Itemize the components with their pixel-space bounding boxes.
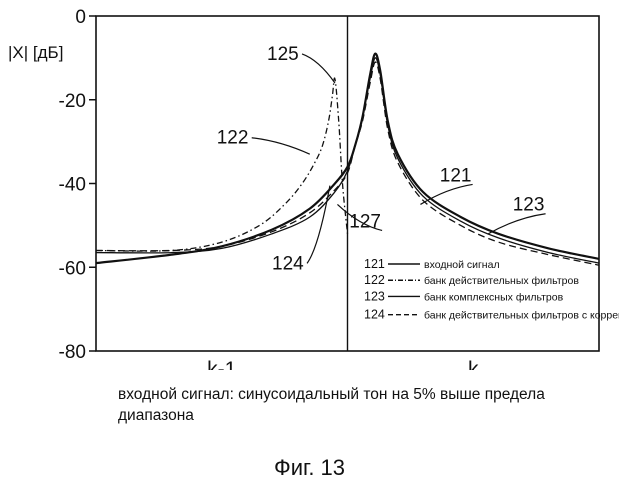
legend-text: входной сигнал	[424, 259, 500, 271]
y-tick-label: -60	[59, 258, 86, 279]
series-122-line	[96, 78, 348, 251]
legend-number: 124	[364, 308, 385, 322]
y-tick-label: -40	[59, 175, 86, 196]
y-tick-label: -80	[59, 342, 86, 363]
annotation-124: 124	[272, 253, 304, 274]
legend-text: банк действительных фильтров с коррекцие…	[424, 310, 619, 322]
y-tick-label: 0	[75, 7, 86, 28]
annotation-leader	[302, 54, 335, 83]
annotation-leader	[488, 214, 545, 234]
legend: 121 входной сигнал 122 банк действительных …	[364, 257, 619, 322]
annotation-127: 127	[349, 211, 381, 232]
figure-caption: входной сигнал: синусоидальный тон на 5%…	[118, 384, 578, 426]
legend-text: банк комплексных фильтров	[424, 291, 564, 303]
spectrum-chart: |X| [дБ] 0-20-40-60-80k-1k 1251221211231…	[0, 0, 619, 370]
annotation-122: 122	[217, 128, 249, 149]
legend-number: 122	[364, 273, 385, 287]
x-tick-label: k	[468, 358, 479, 370]
legend-number: 123	[364, 289, 385, 303]
annotation-121: 121	[440, 165, 472, 186]
annotation-125: 125	[267, 44, 299, 65]
y-tick-label: -20	[59, 91, 86, 112]
annotation-123: 123	[513, 195, 545, 216]
figure-label: Фиг. 13	[0, 455, 619, 481]
y-axis-label: |X| [дБ]	[8, 43, 63, 62]
legend-text: банк действительных фильтров	[424, 275, 579, 287]
annotation-leader	[252, 138, 310, 154]
annotation-leader	[307, 186, 330, 264]
x-tick-label: k-1	[207, 358, 236, 370]
legend-number: 121	[364, 257, 385, 271]
